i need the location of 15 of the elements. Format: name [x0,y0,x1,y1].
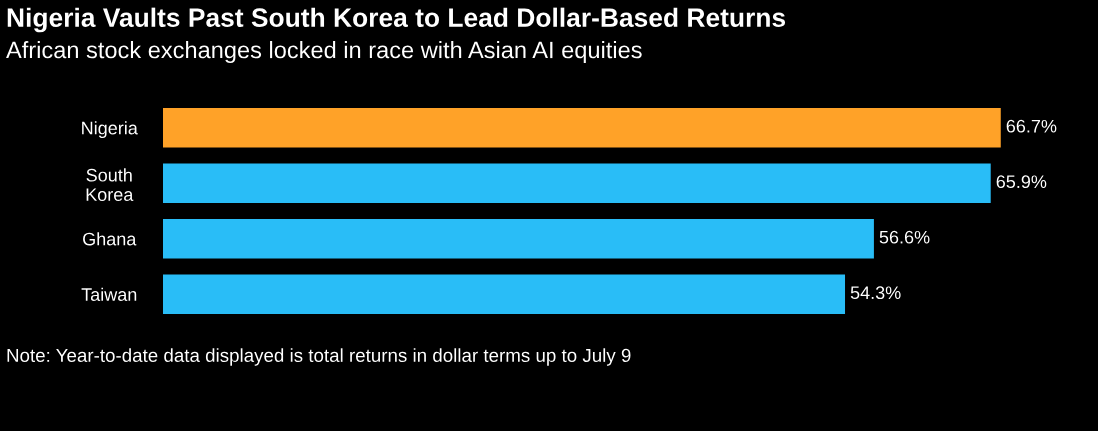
bar [163,274,846,314]
text: Note: Year-to-date data displayed is total returns in dollar terms up to July 9 [7,348,631,366]
chart-subtitle: African stock exchanges locked in race with Asian AI equities [6,41,642,63]
y-tick-label: Ghana [83,232,137,246]
data-label: 54.3% [850,286,901,300]
bar [163,108,1001,148]
data-label: 65.9% [996,175,1047,189]
bar [163,219,874,259]
chart-title: Nigeria Vaults Past South Korea to Lead Dollar-Based Returns [7,7,786,33]
y-tick-label: Nigeria [82,121,138,139]
y-tick-label: South Korea [86,168,134,201]
data-label: 56.6% [879,230,930,244]
data-label: 66.7% [1006,119,1057,133]
y-tick-label: Taiwan [81,287,137,301]
bar [163,163,991,203]
